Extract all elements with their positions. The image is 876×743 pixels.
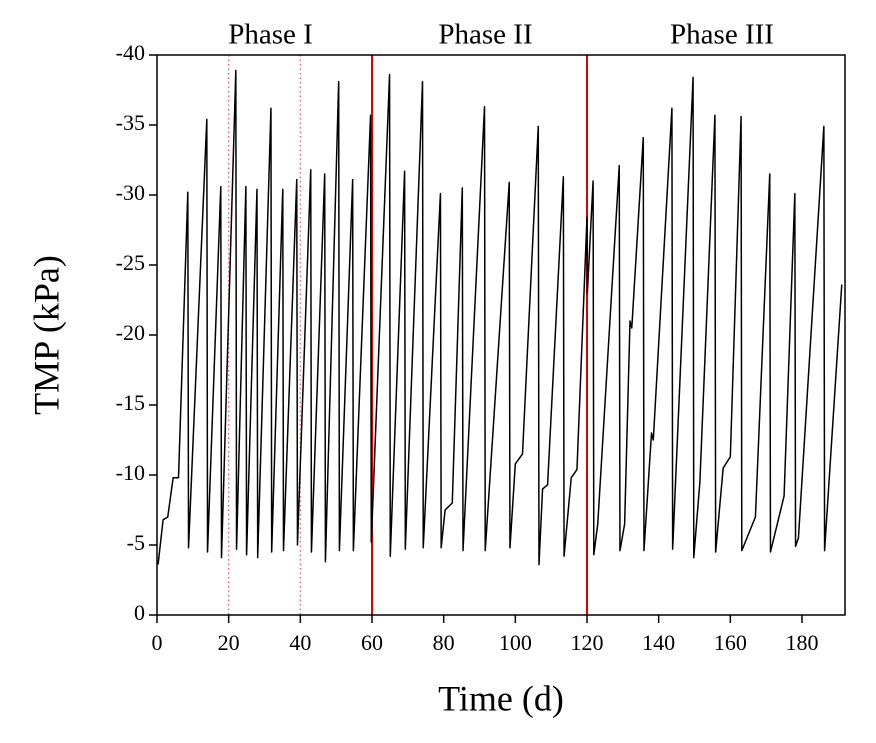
x-tick-label: 160: [714, 630, 747, 655]
y-tick-label: -35: [116, 110, 145, 135]
x-tick-label: 140: [642, 630, 675, 655]
y-tick-label: -15: [116, 390, 145, 415]
x-tick-label: 0: [152, 630, 163, 655]
phase-label: Phase I: [228, 19, 313, 51]
phase-label: Phase II: [438, 19, 532, 51]
y-tick-label: -25: [116, 250, 145, 275]
tmp-line: [157, 69, 843, 566]
y-tick-label: -40: [116, 40, 145, 65]
x-tick-label: 80: [433, 630, 455, 655]
x-tick-label: 120: [571, 630, 604, 655]
y-tick-label: -5: [127, 530, 145, 555]
x-axis-label: Time (d): [438, 678, 564, 718]
y-tick-label: -20: [116, 320, 145, 345]
y-tick-label: 0: [134, 600, 145, 625]
x-tick-label: 20: [218, 630, 240, 655]
x-tick-label: 180: [786, 630, 819, 655]
x-tick-label: 100: [499, 630, 532, 655]
y-tick-label: -10: [116, 460, 145, 485]
y-tick-label: -30: [116, 180, 145, 205]
x-tick-label: 40: [289, 630, 311, 655]
phase-label: Phase III: [670, 19, 774, 51]
x-tick-label: 60: [361, 630, 383, 655]
y-axis-label: TMP (kPa): [26, 255, 66, 415]
